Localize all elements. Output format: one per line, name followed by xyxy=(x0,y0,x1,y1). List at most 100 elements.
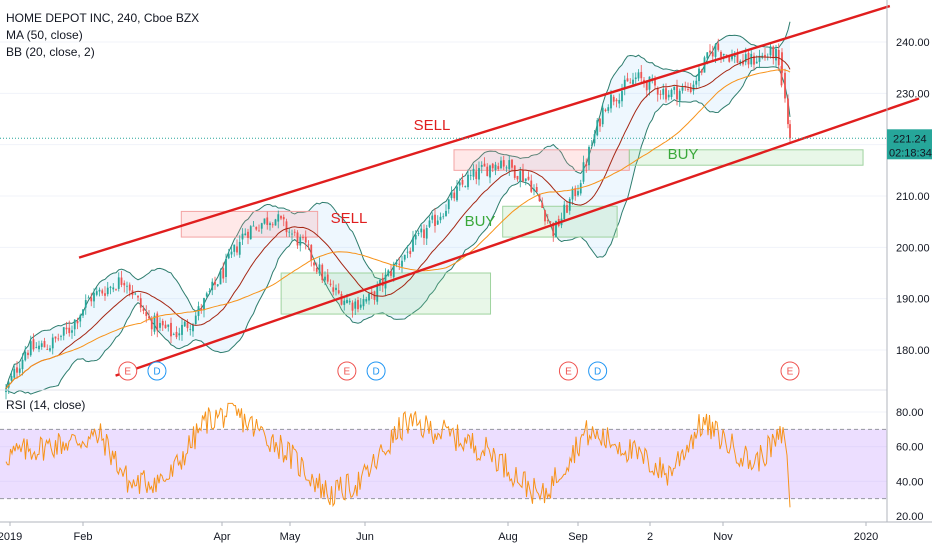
candle-body xyxy=(357,300,359,310)
candle-body xyxy=(398,263,401,265)
bb-fill xyxy=(6,21,790,395)
candle-body xyxy=(789,124,791,139)
candle-body xyxy=(755,61,758,64)
candle-body xyxy=(588,146,590,166)
candle-body xyxy=(703,57,706,73)
candle-body xyxy=(618,99,621,104)
candle-body xyxy=(434,214,436,227)
candle-body xyxy=(714,44,717,57)
candle-body xyxy=(249,226,252,240)
candle-body xyxy=(178,333,181,336)
candle-body xyxy=(293,231,296,233)
zone-label-sell: SELL xyxy=(414,117,451,134)
candle-body xyxy=(695,80,698,85)
candle-body xyxy=(787,98,789,125)
candle-body xyxy=(142,308,145,311)
candle-body xyxy=(585,164,588,166)
candle-body xyxy=(681,87,684,91)
event-marker-label: E xyxy=(124,367,131,378)
candle-body xyxy=(139,298,142,308)
ma-line xyxy=(5,69,791,389)
candle-body xyxy=(744,54,747,63)
candle-body xyxy=(128,284,131,291)
candle-body xyxy=(258,230,260,232)
candle-body xyxy=(29,341,32,356)
candle-body xyxy=(546,220,549,221)
candle-body xyxy=(439,216,442,221)
candle-body xyxy=(51,337,54,349)
candle-body xyxy=(720,51,722,57)
rsi-line xyxy=(5,402,791,508)
candle-body xyxy=(181,324,183,335)
candle-body xyxy=(200,308,203,310)
candle-body xyxy=(21,359,24,370)
candle-body xyxy=(24,351,27,361)
candle-body xyxy=(764,54,766,57)
candle-body xyxy=(513,165,516,178)
candle-body xyxy=(736,53,739,63)
candle-body xyxy=(247,231,249,238)
candle-body xyxy=(49,348,51,351)
candle-body xyxy=(340,293,343,305)
candle-body xyxy=(126,285,128,287)
candle-body xyxy=(401,260,403,267)
candle-body xyxy=(296,232,299,246)
candle-body xyxy=(189,328,192,330)
candle-body xyxy=(420,228,423,233)
candle-body xyxy=(555,221,557,238)
time-tick-label: Feb xyxy=(74,531,93,543)
event-marker-label: D xyxy=(594,367,601,378)
candle-body xyxy=(475,171,478,180)
candle-body xyxy=(310,245,313,261)
candle-body xyxy=(324,276,326,281)
price-tick-label: 230.00 xyxy=(896,88,930,100)
candle-body xyxy=(233,244,236,252)
candle-body xyxy=(76,320,79,324)
candle-body xyxy=(549,221,552,223)
candle-body xyxy=(315,267,318,272)
zone-labels: SELL SELL BUY BUY xyxy=(331,117,699,230)
candle-body xyxy=(90,297,93,302)
candle-body xyxy=(255,226,258,230)
candle-body xyxy=(698,68,700,82)
candle-body xyxy=(359,304,362,308)
candle-body xyxy=(632,79,634,85)
event-marker-label: E xyxy=(344,367,351,378)
candle-body xyxy=(571,188,574,200)
candle-body xyxy=(425,227,428,239)
candle-body xyxy=(607,107,610,111)
candle-body xyxy=(84,300,87,308)
candle-body xyxy=(87,297,90,299)
candle-body xyxy=(112,287,115,290)
candle-body xyxy=(134,293,137,295)
candle-body xyxy=(670,89,673,98)
candle-body xyxy=(260,223,263,229)
candle-body xyxy=(456,186,458,201)
candle-body xyxy=(387,270,390,276)
last-price-label: 221.24 xyxy=(893,133,927,145)
bb-basis-line xyxy=(5,56,791,389)
candle-body xyxy=(582,162,585,182)
candle-body xyxy=(222,268,225,279)
candle-body xyxy=(263,218,266,224)
candle-body xyxy=(648,76,651,90)
candle-body xyxy=(544,210,546,222)
candle-body xyxy=(472,168,475,177)
candle-body xyxy=(390,271,392,276)
channel-line-0 xyxy=(78,4,891,259)
candle-body xyxy=(38,345,40,350)
candle-body xyxy=(522,170,524,182)
candle-body xyxy=(552,222,555,237)
candle-body xyxy=(230,251,233,255)
candle-body xyxy=(406,251,409,253)
candle-body xyxy=(566,205,568,213)
candle-body xyxy=(780,66,783,86)
candle-body xyxy=(362,299,365,307)
candle-body xyxy=(32,339,35,350)
candle-body xyxy=(288,231,291,233)
candle-body xyxy=(541,202,544,208)
countdown-label: 02:18:34 xyxy=(889,147,932,159)
rsi-tick-label: 60.00 xyxy=(896,442,924,454)
